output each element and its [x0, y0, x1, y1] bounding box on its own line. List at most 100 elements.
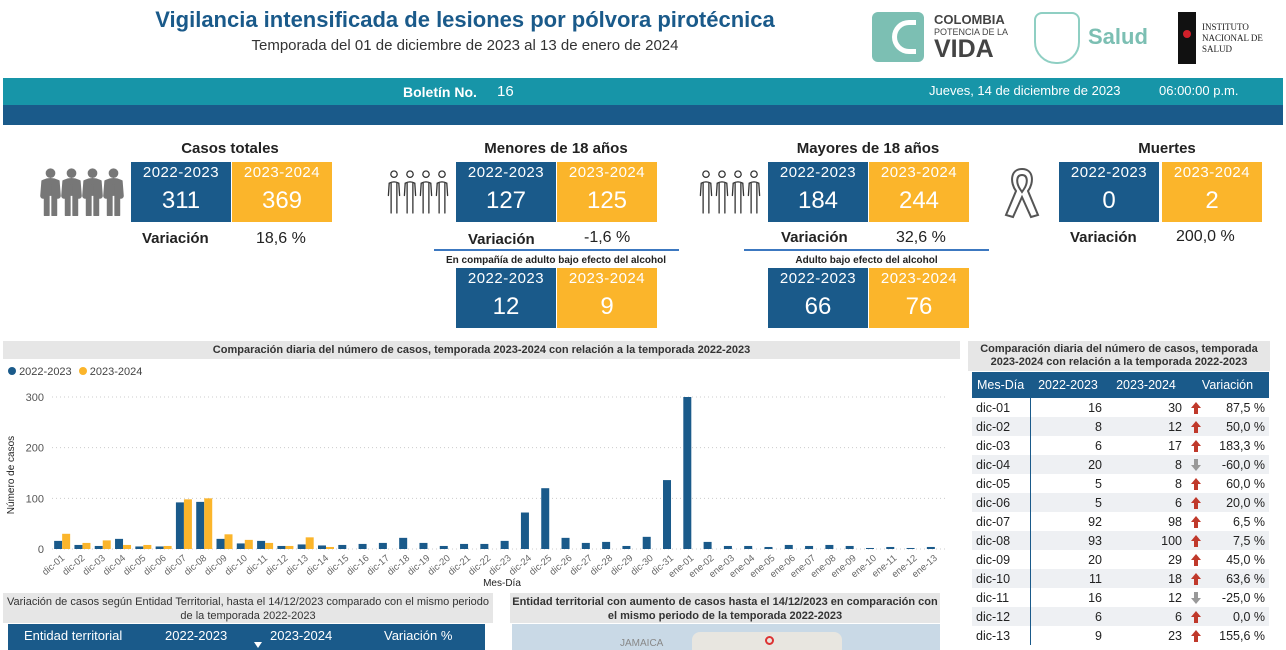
- chart-legend: 2022-2023 2023-2024: [8, 366, 142, 379]
- x-tick-label: dic-14: [304, 553, 331, 578]
- season-value: 0: [1102, 187, 1116, 214]
- col-header[interactable]: 2023-2024: [270, 628, 333, 643]
- table-row: dic-04 20 8 -60,0 %: [972, 455, 1269, 474]
- col-header[interactable]: 2022-2023: [1038, 378, 1098, 392]
- x-tick-label: dic-06: [142, 553, 169, 578]
- bar-2023-2024: [305, 537, 314, 549]
- y-tick-label: 0: [38, 544, 44, 556]
- bar-2022-2023: [277, 545, 286, 549]
- kpi-total-2022: 2022-2023 311: [131, 162, 231, 222]
- arrow-up-icon: [1191, 553, 1201, 566]
- bar-2023-2024: [102, 540, 111, 549]
- bar-2023-2024: [325, 546, 334, 549]
- x-tick-label: dic-25: [527, 553, 554, 578]
- cell-variation: 7,5 %: [1233, 533, 1265, 548]
- bulletin-label: Boletín No.: [403, 84, 477, 100]
- kpi-deaths-title: Muertes: [1138, 140, 1196, 157]
- table-row: dic-12 6 6 0,0 %: [972, 607, 1269, 626]
- sort-desc-icon[interactable]: [254, 642, 262, 648]
- cell-day: dic-07: [972, 512, 1031, 531]
- cell-day: dic-13: [972, 626, 1031, 645]
- season-value: 66: [804, 293, 832, 320]
- bar-2022-2023: [399, 537, 408, 549]
- cell-variation: 50,0 %: [1226, 419, 1265, 434]
- kpi-adults-2022: 2022-2023 184: [768, 162, 868, 222]
- person-figure: [435, 170, 449, 214]
- variation-value: 200,0 %: [1176, 228, 1235, 245]
- bar-2022-2023: [94, 545, 103, 549]
- cell-variation: 63,6 %: [1226, 571, 1265, 586]
- x-tick-label: dic-15: [324, 553, 351, 578]
- x-tick-label: dic-05: [121, 553, 148, 578]
- col-header[interactable]: 2022-2023: [165, 628, 228, 643]
- kpi-adults-title: Mayores de 18 años: [796, 140, 940, 157]
- page-title: Vigilancia intensificada de lesiones por…: [155, 7, 775, 32]
- x-tick-label: dic-19: [406, 553, 433, 578]
- logo-text: COLOMBIA: [934, 12, 1005, 27]
- table-row: dic-08 93 100 7,5 %: [972, 531, 1269, 550]
- cell-day: dic-03: [972, 436, 1031, 455]
- col-header[interactable]: Mes-Día: [977, 378, 1025, 392]
- col-header[interactable]: Variación: [1201, 378, 1254, 392]
- entity-table-header: Entidad territorial 2022-2023 2023-2024 …: [8, 624, 485, 650]
- legend-dot-2022: [8, 367, 16, 375]
- cell-2022: 93: [1088, 533, 1102, 548]
- season-label: 2022-2023: [467, 164, 545, 181]
- bulletin-bar: Boletín No. 16 Jueves, 14 de diciembre d…: [3, 78, 1283, 105]
- kpi-adults-alcohol-2022: 2022-2023 66: [768, 268, 868, 328]
- kpi-deaths-2023: 2023-2024 2: [1162, 162, 1262, 222]
- table-row: dic-06 5 6 20,0 %: [972, 493, 1269, 512]
- bar-2022-2023: [886, 546, 895, 549]
- person-figure: [715, 170, 729, 214]
- cell-2023: 8: [1175, 476, 1182, 491]
- table-row: dic-09 20 29 45,0 %: [972, 550, 1269, 569]
- cell-day: dic-09: [972, 550, 1031, 569]
- bar-2023-2024: [163, 545, 172, 549]
- bar-2022-2023: [764, 546, 773, 549]
- map[interactable]: JAMAICA: [512, 624, 940, 650]
- x-tick-label: dic-23: [487, 553, 514, 578]
- bar-2022-2023: [54, 540, 63, 549]
- table-row: dic-01 16 30 87,5 %: [972, 398, 1269, 417]
- ribbon-icon: [1004, 167, 1040, 219]
- table-row: dic-13 9 23 155,6 %: [972, 626, 1269, 645]
- cell-day: dic-01: [972, 398, 1031, 417]
- people-icon: [40, 168, 124, 216]
- table-row: dic-11 16 12 -25,0 %: [972, 588, 1269, 607]
- x-tick-label: dic-27: [568, 553, 595, 578]
- x-tick-label: dic-18: [385, 553, 412, 578]
- bar-2023-2024: [82, 542, 91, 549]
- bar-2022-2023: [460, 543, 469, 549]
- variation-label: Variación: [468, 231, 535, 248]
- cell-day: dic-11: [972, 588, 1031, 607]
- bar-2022-2023: [196, 501, 205, 549]
- bar-2023-2024: [244, 539, 253, 549]
- x-tick-label: dic-10: [223, 553, 250, 578]
- kpi-deaths-2022: 2022-2023 0: [1059, 162, 1159, 222]
- cell-2022: 92: [1088, 514, 1102, 529]
- ins-logo: Instituto Nacional de Salud: [1178, 12, 1278, 64]
- bar-2022-2023: [338, 544, 347, 549]
- cell-2023: 30: [1168, 400, 1182, 415]
- season-label: 2022-2023: [779, 164, 857, 181]
- x-tick-label: dic-24: [507, 553, 534, 578]
- bar-2022-2023: [257, 540, 266, 549]
- cell-variation: 6,5 %: [1233, 514, 1265, 529]
- col-header[interactable]: Variación %: [384, 628, 453, 643]
- cell-2023: 98: [1168, 514, 1182, 529]
- col-header[interactable]: 2023-2024: [1116, 378, 1176, 392]
- col-header[interactable]: Entidad territorial: [24, 628, 123, 643]
- cell-2022: 5: [1095, 495, 1102, 510]
- cell-2023: 18: [1168, 571, 1182, 586]
- cell-day: dic-12: [972, 607, 1031, 626]
- map-marker-icon[interactable]: [765, 636, 774, 645]
- bar-2022-2023: [500, 540, 509, 549]
- bar-2022-2023: [520, 512, 529, 549]
- season-value: 184: [797, 187, 839, 214]
- logo-text: POTENCIA DE LA: [934, 27, 1009, 37]
- arrow-up-icon: [1191, 477, 1201, 490]
- bar-2022-2023: [175, 502, 184, 549]
- cell-2023: 23: [1168, 628, 1182, 643]
- table-row: dic-07 92 98 6,5 %: [972, 512, 1269, 531]
